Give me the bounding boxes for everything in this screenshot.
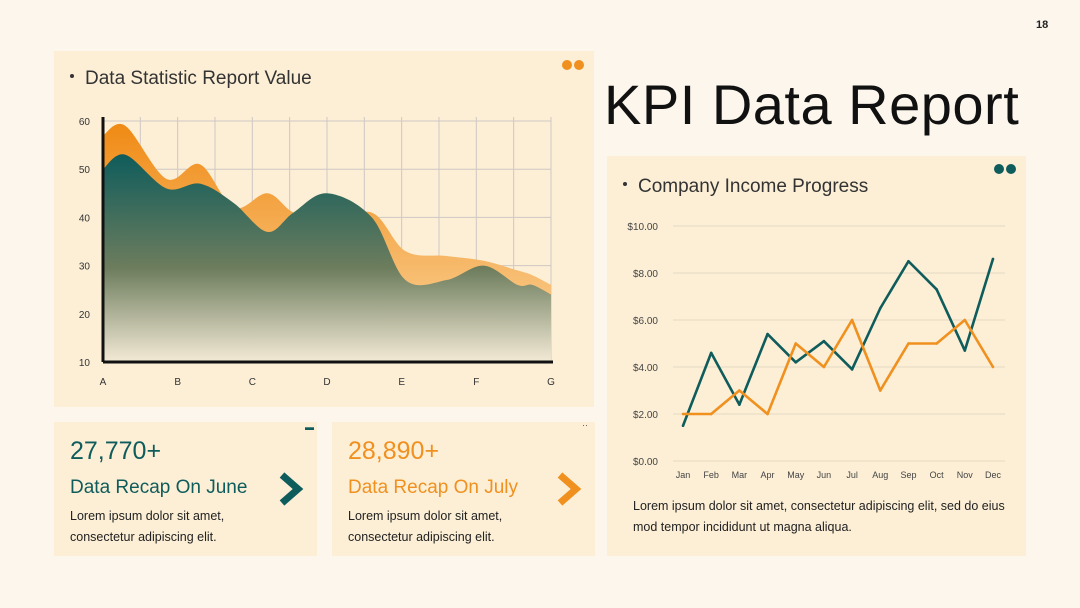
area-chart-title: Data Statistic Report Value xyxy=(70,68,312,90)
data-point xyxy=(907,342,910,345)
data-point xyxy=(766,412,769,416)
y-tick-label: 40 xyxy=(79,213,91,224)
data-point xyxy=(681,424,685,428)
page-title: KPI Data Report xyxy=(604,73,1020,136)
data-point xyxy=(822,339,826,343)
income-chart-title-text: Company Income Progress xyxy=(638,176,869,197)
x-tick-label: Oct xyxy=(930,470,945,480)
card-corner-mark: ·· xyxy=(582,420,588,430)
y-tick-label: 50 xyxy=(79,165,91,176)
page-number: 18 xyxy=(1036,19,1049,31)
data-point xyxy=(935,288,938,291)
data-point xyxy=(878,389,882,392)
bullet-dot xyxy=(623,181,627,186)
x-tick-label: D xyxy=(323,377,330,388)
data-point xyxy=(822,365,826,369)
data-point xyxy=(794,342,798,345)
x-tick-label: Sep xyxy=(900,470,916,480)
decorative-dots-icon xyxy=(994,164,1016,174)
income-chart-panel xyxy=(607,156,1026,556)
x-tick-label: A xyxy=(100,377,107,388)
x-tick-label: B xyxy=(174,377,181,388)
x-tick-label: Jan xyxy=(676,470,691,480)
x-tick-label: Aug xyxy=(872,470,888,480)
kpi-value-june: 27,770+ xyxy=(70,437,162,465)
x-tick-label: E xyxy=(398,377,405,388)
y-tick-label: 20 xyxy=(79,310,91,321)
y-tick-label: 30 xyxy=(79,262,91,273)
data-point xyxy=(738,389,741,392)
data-point xyxy=(935,342,938,345)
data-point xyxy=(963,349,967,352)
x-tick-label: Apr xyxy=(761,470,775,480)
y-tick-label: $0.00 xyxy=(633,457,658,468)
kpi-description-june: Lorem ipsum dolor sit amet, consectetur … xyxy=(70,509,225,544)
x-tick-label: F xyxy=(473,377,479,388)
data-point xyxy=(963,318,967,322)
data-point xyxy=(991,257,995,261)
x-tick-label: May xyxy=(787,470,805,480)
y-tick-label: $4.00 xyxy=(633,363,658,374)
chevron-right-icon xyxy=(279,472,304,506)
area-chart: 10 20 30 40 50 60 A B C D E F G xyxy=(79,117,555,388)
chevron-right-icon xyxy=(557,472,582,506)
data-point xyxy=(850,368,854,371)
data-point xyxy=(738,403,741,406)
y-tick-label: $8.00 xyxy=(633,269,658,280)
data-point xyxy=(991,365,995,369)
kpi-description-july: Lorem ipsum dolor sit amet, consectetur … xyxy=(348,509,503,544)
kpi-card-july xyxy=(332,422,595,556)
income-line-chart: $0.00 $2.00 $4.00 $6.00 $8.00 $10.00 Jan Feb Mar… xyxy=(627,222,1005,480)
x-tick-label: C xyxy=(249,377,256,388)
income-line-orange xyxy=(683,318,995,416)
area-chart-title-text: Data Statistic Report Value xyxy=(85,68,312,89)
x-tick-label: Dec xyxy=(985,470,1002,480)
income-description: Lorem ipsum dolor sit amet, consectetur … xyxy=(633,499,1005,534)
x-tick-label: Nov xyxy=(957,470,974,480)
data-point xyxy=(907,259,910,263)
kpi-label-july: Data Recap On July xyxy=(348,477,519,498)
x-tick-label: Jul xyxy=(846,470,858,480)
kpi-label-june: Data Recap On June xyxy=(70,477,248,498)
x-tick-label: G xyxy=(547,377,555,388)
kpi-card-june xyxy=(54,422,317,556)
data-point xyxy=(850,318,854,322)
data-point xyxy=(794,361,798,364)
x-tick-label: Jun xyxy=(817,470,832,480)
y-tick-label: $2.00 xyxy=(633,410,658,421)
data-point xyxy=(878,306,882,310)
y-tick-label: $6.00 xyxy=(633,316,658,327)
data-point xyxy=(709,412,713,416)
y-tick-label: 10 xyxy=(79,358,91,369)
y-tick-label: 60 xyxy=(79,117,91,128)
y-tick-label: $10.00 xyxy=(627,222,658,233)
bullet-dot xyxy=(70,73,74,78)
decorative-dots-icon xyxy=(562,60,584,70)
data-point xyxy=(681,412,685,416)
area-series-1 xyxy=(103,154,551,362)
data-point xyxy=(709,351,713,355)
x-tick-label: Feb xyxy=(703,470,719,480)
x-tick-label: Mar xyxy=(732,470,748,480)
kpi-value-july: 28,890+ xyxy=(348,437,440,465)
data-point xyxy=(766,332,769,336)
income-chart-title: Company Income Progress xyxy=(623,176,868,198)
card-corner-mark: ▬ xyxy=(305,422,314,432)
